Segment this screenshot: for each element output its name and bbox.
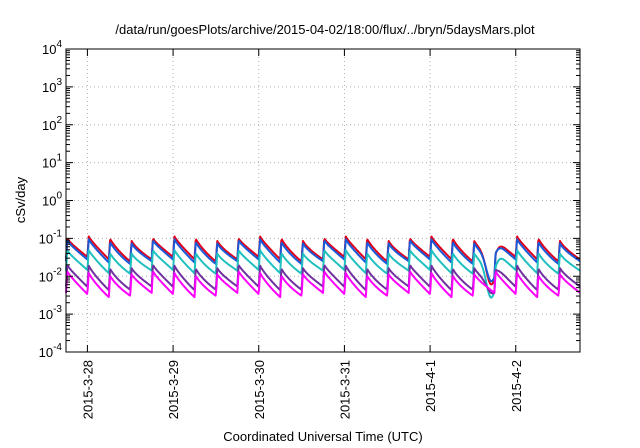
y-axis: 10-4 10-3 10-2 10-1 100 101 102 103 104 — [39, 39, 580, 360]
x-axis-label: Coordinated Universal Time (UTC) — [223, 429, 422, 444]
y-axis-label: cSv/day — [13, 176, 28, 223]
series-layer — [65, 235, 581, 299]
y-tick-label: 10-3 — [39, 304, 63, 322]
x-tick-label: 2015-3-31 — [337, 360, 352, 419]
y-tick-label: 10-1 — [39, 228, 63, 246]
series-line — [65, 271, 581, 299]
y-tick-label: 101 — [42, 153, 62, 171]
y-tick-label: 10-2 — [39, 266, 63, 284]
x-tick-label: 2015-3-30 — [252, 360, 267, 419]
y-tick-label: 102 — [42, 115, 62, 133]
y-tick-label: 10-4 — [39, 342, 63, 360]
x-tick-label: 2015-4-1 — [423, 360, 438, 412]
y-tick-label: 104 — [42, 39, 62, 57]
x-tick-label: 2015-4-2 — [509, 360, 524, 412]
x-tick-label: 2015-3-28 — [80, 360, 95, 419]
chart-title: /data/run/goesPlots/archive/2015-04-02/1… — [115, 22, 535, 37]
x-axis: 2015-3-28 2015-3-29 2015-3-30 2015-3-31 2015… — [80, 49, 524, 419]
x-tick-label: 2015-3-29 — [166, 360, 181, 419]
y-tick-label: 103 — [42, 77, 62, 95]
grid — [66, 49, 580, 352]
y-tick-label: 100 — [42, 191, 62, 209]
